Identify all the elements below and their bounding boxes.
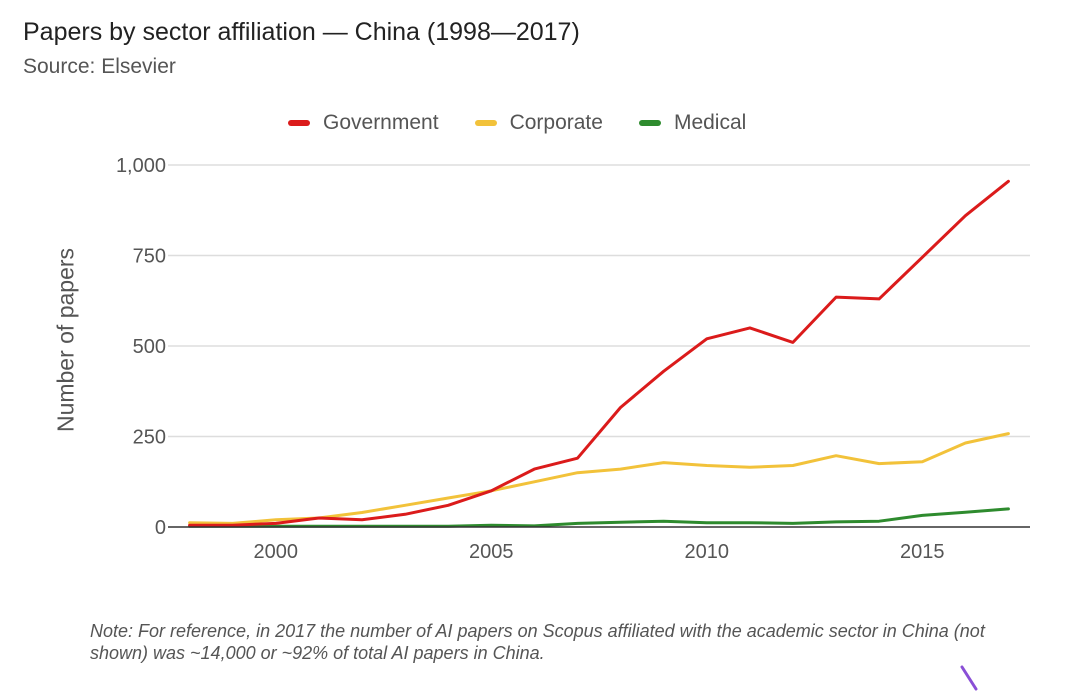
y-tick-label: 500 [133, 336, 166, 358]
legend-label-medical: Medical [673, 111, 747, 134]
series-line-corporate [188, 432, 1010, 525]
legend-item-government: Government [288, 111, 439, 135]
y-tick-label: 1,000 [116, 155, 166, 177]
legend-item-medical: Medical [638, 111, 747, 135]
x-tick-label: 2000 [254, 541, 299, 563]
y-tick-label: 0 [155, 517, 166, 539]
y-tick-label: 250 [133, 427, 166, 449]
chart-plot: 0 250 500 750 1,000 2000 2005 2010 2015 [116, 155, 1030, 563]
legend-label-corporate: Corporate [509, 111, 603, 134]
chart-title: Papers by sector affiliation — China (19… [23, 18, 580, 46]
legend-label-government: Government [323, 111, 439, 134]
chart-legend: Government Corporate Medical [288, 111, 782, 135]
legend-item-corporate: Corporate [474, 111, 603, 135]
chart-note: Note: For reference, in 2017 the number … [90, 621, 985, 663]
legend-swatch-government [288, 120, 310, 126]
series-line-government [188, 179, 1010, 527]
y-tick-label: 750 [133, 246, 166, 268]
x-tick-label: 2010 [685, 541, 730, 563]
purple-stroke-mark [960, 665, 978, 691]
x-tick-label: 2015 [900, 541, 945, 563]
legend-swatch-medical [638, 120, 661, 126]
x-tick-label: 2005 [469, 541, 514, 563]
chart-subtitle: Source: Elsevier [23, 55, 176, 78]
legend-swatch-corporate [474, 120, 497, 126]
